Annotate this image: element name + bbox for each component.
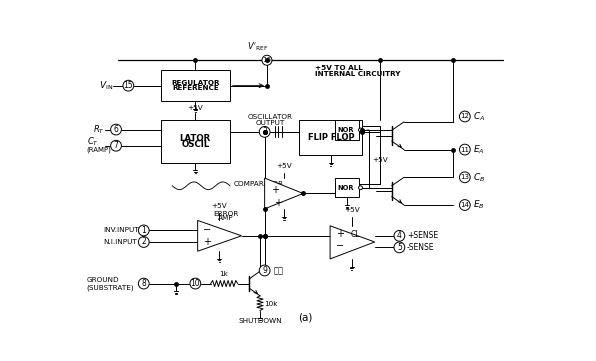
Text: 2: 2 bbox=[141, 238, 146, 247]
Text: OSCILLATOR: OSCILLATOR bbox=[247, 114, 293, 120]
Text: REGULATOR: REGULATOR bbox=[171, 80, 219, 86]
Circle shape bbox=[394, 230, 405, 241]
Text: 7: 7 bbox=[114, 141, 119, 150]
Text: 14: 14 bbox=[460, 202, 469, 208]
Circle shape bbox=[259, 126, 270, 137]
Circle shape bbox=[460, 200, 470, 210]
Circle shape bbox=[460, 144, 470, 155]
Text: 9: 9 bbox=[262, 266, 267, 275]
Circle shape bbox=[359, 186, 362, 190]
Bar bbox=[336, 178, 359, 197]
Bar bbox=[161, 70, 230, 101]
Text: $E_B$: $E_B$ bbox=[473, 199, 485, 211]
Circle shape bbox=[111, 124, 122, 135]
Text: +5V: +5V bbox=[276, 163, 292, 169]
Text: −: − bbox=[336, 241, 344, 251]
Circle shape bbox=[190, 278, 201, 289]
Polygon shape bbox=[330, 226, 375, 259]
Text: OUTPUT: OUTPUT bbox=[256, 120, 285, 126]
Text: +SENSE: +SENSE bbox=[407, 231, 438, 240]
Text: $C_T$: $C_T$ bbox=[87, 136, 98, 148]
Text: REFERENCE: REFERENCE bbox=[172, 85, 219, 91]
Polygon shape bbox=[198, 221, 241, 251]
Text: (RAMP): (RAMP) bbox=[87, 146, 111, 153]
Text: +5V: +5V bbox=[372, 157, 388, 163]
Text: +5V: +5V bbox=[188, 105, 203, 111]
Circle shape bbox=[262, 55, 272, 65]
Text: 1k: 1k bbox=[219, 271, 228, 277]
Text: (SUBSTRATE): (SUBSTRATE) bbox=[87, 284, 134, 291]
Bar bbox=[299, 120, 362, 155]
Text: +5V TO ALL: +5V TO ALL bbox=[315, 65, 362, 71]
Text: 10k: 10k bbox=[265, 301, 278, 306]
Text: LATOR: LATOR bbox=[180, 134, 211, 143]
Circle shape bbox=[359, 128, 362, 132]
Text: 8: 8 bbox=[141, 279, 146, 288]
Text: OSCIL: OSCIL bbox=[181, 140, 209, 149]
Text: FLIP FLOP: FLIP FLOP bbox=[308, 133, 354, 142]
Text: 5: 5 bbox=[397, 243, 402, 252]
Text: $C_A$: $C_A$ bbox=[473, 110, 486, 123]
Text: +: + bbox=[274, 198, 282, 208]
Bar bbox=[161, 120, 230, 163]
Bar bbox=[336, 120, 359, 140]
Text: 16: 16 bbox=[262, 57, 271, 63]
Text: 15: 15 bbox=[123, 81, 133, 90]
Circle shape bbox=[138, 225, 149, 236]
Text: ERROR: ERROR bbox=[213, 210, 239, 217]
Text: INV.INPUT: INV.INPUT bbox=[103, 227, 138, 234]
Circle shape bbox=[111, 140, 122, 151]
Text: INTERNAL CIRCUITRY: INTERNAL CIRCUITRY bbox=[315, 71, 400, 77]
Text: 1: 1 bbox=[141, 226, 146, 235]
Text: +: + bbox=[271, 184, 279, 195]
Text: 补偿: 补偿 bbox=[273, 266, 283, 275]
Text: SHUTDOWN: SHUTDOWN bbox=[238, 318, 282, 325]
Text: 12: 12 bbox=[460, 113, 469, 119]
Text: 6: 6 bbox=[114, 125, 119, 134]
Text: COMPARATOR: COMPARATOR bbox=[234, 181, 284, 187]
Text: NOR: NOR bbox=[337, 185, 354, 191]
Text: GROUND: GROUND bbox=[87, 278, 119, 283]
Text: N.I.INPUT: N.I.INPUT bbox=[103, 239, 136, 245]
Text: 3: 3 bbox=[262, 127, 267, 136]
Text: 10: 10 bbox=[191, 279, 200, 288]
Text: +5V: +5V bbox=[212, 203, 227, 209]
Text: +: + bbox=[203, 237, 211, 247]
Circle shape bbox=[460, 172, 470, 183]
Text: +: + bbox=[336, 229, 344, 239]
Text: +5V: +5V bbox=[344, 207, 359, 213]
Circle shape bbox=[394, 242, 405, 253]
Text: -SENSE: -SENSE bbox=[407, 243, 434, 252]
Polygon shape bbox=[265, 178, 303, 209]
Text: 13: 13 bbox=[460, 174, 469, 180]
Circle shape bbox=[123, 80, 134, 91]
Text: AMP: AMP bbox=[218, 215, 234, 221]
Circle shape bbox=[138, 278, 149, 289]
Text: $C_B$: $C_B$ bbox=[473, 171, 486, 183]
Text: 11: 11 bbox=[460, 147, 469, 153]
Text: $E_A$: $E_A$ bbox=[473, 143, 485, 156]
Text: NOR: NOR bbox=[337, 127, 354, 133]
Text: $V_{\rm IN}$: $V_{\rm IN}$ bbox=[99, 79, 113, 92]
Text: $V'_{\rm REF}$: $V'_{\rm REF}$ bbox=[247, 40, 268, 53]
Text: (a): (a) bbox=[298, 312, 313, 322]
Text: −: − bbox=[203, 225, 211, 235]
Circle shape bbox=[138, 236, 149, 247]
Circle shape bbox=[460, 111, 470, 122]
Text: CL: CL bbox=[351, 230, 360, 239]
Text: $R_T$: $R_T$ bbox=[93, 123, 105, 136]
Text: 4: 4 bbox=[397, 231, 402, 240]
Circle shape bbox=[259, 265, 270, 276]
